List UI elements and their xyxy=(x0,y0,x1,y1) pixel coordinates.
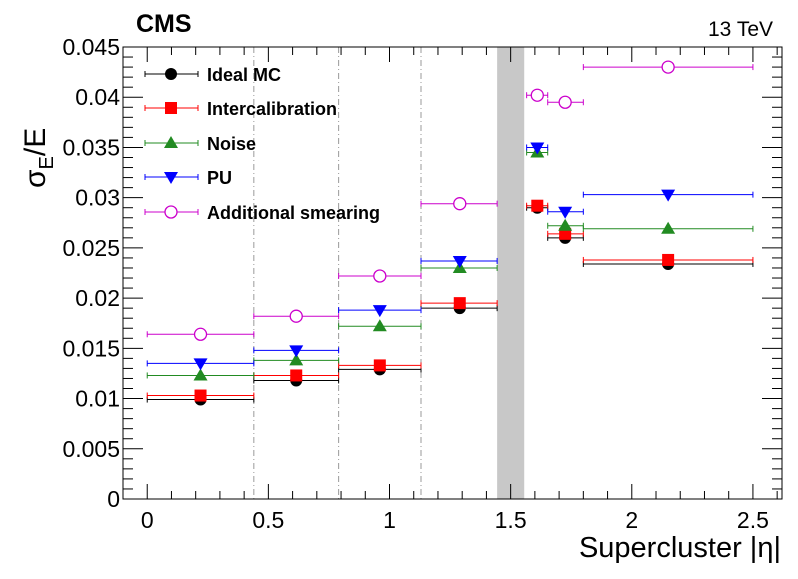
data-point xyxy=(661,189,676,202)
ticks-layer: 0 0.5 1 1.5 2 2.5 0 0.005 0.01 0.015 0.02 0.025 0.03… xyxy=(62,34,782,533)
series-layer xyxy=(146,60,754,406)
data-point xyxy=(559,227,572,240)
y-tick-label: 0.025 xyxy=(62,235,120,261)
legend-marker xyxy=(165,102,177,114)
y-tick-label: 0.035 xyxy=(62,134,120,160)
data-point xyxy=(289,353,304,366)
legend-label: Intercalibration xyxy=(207,99,337,119)
y-tick-label: 0.01 xyxy=(75,386,120,412)
y-tick-label: 0.045 xyxy=(62,34,120,60)
dashed-lines-layer xyxy=(253,47,422,499)
series-3 xyxy=(146,142,754,371)
data-point xyxy=(290,369,303,382)
y-tick-label: 0.015 xyxy=(62,335,120,361)
x-tick-label: 1.5 xyxy=(495,507,527,533)
y-axis-label: σE/E xyxy=(19,128,58,188)
legend: Ideal MC Intercalibration Noise PU Additiona… xyxy=(144,65,380,223)
plot-frame xyxy=(122,46,783,500)
y-tick-label: 0 xyxy=(107,486,120,512)
energy-label: 13 TeV xyxy=(708,18,773,41)
data-point xyxy=(661,221,676,234)
data-point xyxy=(289,345,304,358)
legend-label: Additional smearing xyxy=(207,203,380,223)
legend-marker xyxy=(164,205,178,219)
legend-marker xyxy=(164,136,178,148)
y-tick-label: 0.04 xyxy=(75,84,120,110)
data-point xyxy=(193,358,208,371)
legend-label: Noise xyxy=(207,134,256,154)
data-point xyxy=(194,389,207,402)
data-point xyxy=(558,206,573,219)
data-point xyxy=(531,199,544,212)
data-point xyxy=(193,327,208,341)
x-tick-label: 2 xyxy=(625,507,638,533)
x-tick-label: 0.5 xyxy=(252,507,284,533)
data-point xyxy=(289,309,303,323)
data-point xyxy=(373,359,386,372)
y-axis-label-subscript: E xyxy=(36,156,58,169)
y-tick-label: 0.02 xyxy=(75,285,120,311)
legend-label: Ideal MC xyxy=(207,65,281,85)
legend-marker xyxy=(164,172,178,184)
data-point xyxy=(661,60,675,74)
data-point xyxy=(372,319,387,332)
data-point xyxy=(193,368,208,381)
x-axis-label: Supercluster |η| xyxy=(579,532,781,564)
experiment-label: CMS xyxy=(136,10,192,38)
data-point xyxy=(452,255,467,268)
series-4 xyxy=(146,60,754,341)
gap-band xyxy=(497,47,525,499)
data-point xyxy=(662,253,675,266)
y-axis-label-rest: /E xyxy=(19,128,52,156)
legend-marker xyxy=(165,68,177,80)
data-point xyxy=(558,218,573,231)
legend-label: PU xyxy=(207,168,232,188)
data-point xyxy=(372,305,387,318)
y-tick-label: 0.005 xyxy=(62,436,120,462)
x-tick-label: 2.5 xyxy=(737,507,769,533)
y-axis-label-text: σE/E xyxy=(19,128,58,188)
series-1 xyxy=(146,199,754,402)
data-point xyxy=(530,88,544,102)
axes-layer xyxy=(122,46,783,500)
x-tick-label: 0 xyxy=(141,507,154,533)
data-point xyxy=(373,269,387,283)
data-point xyxy=(453,297,466,310)
x-tick-label: 1 xyxy=(383,507,396,533)
data-point xyxy=(530,142,545,155)
y-tick-label: 0.03 xyxy=(75,185,120,211)
data-point xyxy=(558,95,572,109)
gap-band-layer xyxy=(497,47,525,499)
data-point xyxy=(453,197,467,211)
y-axis-label-sigma: σ xyxy=(19,169,52,188)
series-2 xyxy=(146,145,754,381)
